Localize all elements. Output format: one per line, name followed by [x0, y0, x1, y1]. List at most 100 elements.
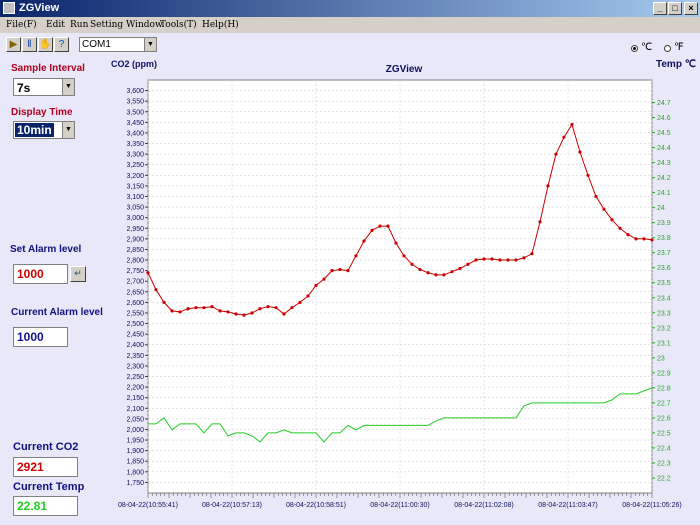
- menu-help[interactable]: Help(H): [202, 20, 239, 30]
- minimize-button[interactable]: _: [653, 2, 667, 15]
- sample-interval-select[interactable]: 7s ▼: [13, 78, 75, 96]
- co2-point: [226, 310, 230, 314]
- x-tick-label: 08-04-22(11:02:08): [454, 502, 513, 509]
- x-tick-label: 08-04-22(11:05:26): [622, 502, 681, 509]
- co2-point: [650, 238, 654, 242]
- menu-window[interactable]: Window: [126, 20, 163, 30]
- y-tick-label: 2,550: [126, 310, 144, 317]
- x-tick-label: 08-04-22(11:03:47): [538, 502, 597, 509]
- y-tick-label: 2,300: [126, 363, 144, 370]
- y-tick-label: 1,950: [126, 438, 144, 445]
- hand-icon[interactable]: ✋: [38, 37, 53, 52]
- menu-tools[interactable]: Tools(T): [160, 20, 197, 30]
- co2-point: [562, 135, 566, 139]
- co2-point: [514, 258, 518, 262]
- co2-point: [610, 218, 614, 222]
- y-tick-label: 2,850: [126, 247, 144, 254]
- y2-tick-label: 23.7: [657, 250, 671, 257]
- co2-point: [250, 311, 254, 315]
- y-tick-label: 2,450: [126, 332, 144, 339]
- main-area: ▶ ‖ ✋ ? COM1 ▼ Sample Interval 7s ▼ Disp…: [0, 33, 700, 525]
- co2-point: [498, 258, 502, 262]
- co2-point: [530, 252, 534, 256]
- sample-interval-value: 7s: [17, 81, 31, 95]
- y2-tick-label: 24.6: [657, 115, 671, 122]
- co2-point: [546, 184, 550, 188]
- current-co2-value: 2921: [13, 457, 78, 477]
- chevron-down-icon[interactable]: ▼: [62, 122, 74, 138]
- y-tick-label: 3,400: [126, 130, 144, 137]
- y2-tick-label: 22.8: [657, 385, 671, 392]
- co2-point: [210, 305, 214, 309]
- celsius-radio[interactable]: [631, 45, 638, 52]
- co2-point: [442, 273, 446, 277]
- co2-point: [434, 273, 438, 277]
- co2-point: [490, 257, 494, 261]
- co2-point: [554, 152, 558, 156]
- co2-point: [170, 309, 174, 313]
- menu-edit[interactable]: Edit: [46, 20, 65, 30]
- set-alarm-input[interactable]: 1000: [13, 264, 68, 284]
- co2-point: [354, 254, 358, 258]
- app-icon: [3, 2, 15, 14]
- y-tick-label: 3,250: [126, 162, 144, 169]
- apply-alarm-button[interactable]: ↵: [70, 266, 86, 282]
- menu-setting[interactable]: Setting: [90, 20, 124, 30]
- maximize-button[interactable]: □: [668, 2, 682, 15]
- co2-point: [426, 271, 430, 275]
- co2-point: [570, 122, 574, 127]
- co2-point: [362, 239, 366, 243]
- y-tick-label: 2,200: [126, 385, 144, 392]
- current-co2-label: Current CO2: [13, 441, 79, 453]
- co2-temp-chart: CO2 (ppm) ZGView Temp ℃ 1,750 1,800 1,850 1…: [111, 59, 696, 509]
- y2-tick-label: 22.9: [657, 370, 671, 377]
- y2-tick-label: 23.9: [657, 220, 671, 227]
- co2-point: [538, 220, 542, 224]
- run-icon[interactable]: ▶: [6, 37, 21, 52]
- y-tick-label: 1,900: [126, 448, 144, 455]
- y2-tick-label: 24.7: [657, 100, 671, 107]
- y2-tick-label: 24: [657, 205, 665, 212]
- x-tick-label: 08-04-22(10:55:41): [118, 502, 178, 509]
- title-bar[interactable]: ZGView _ □ ×: [0, 0, 700, 17]
- chevron-down-icon[interactable]: ▼: [144, 38, 156, 51]
- y-tick-label: 2,400: [126, 342, 144, 349]
- pause-icon[interactable]: ‖: [22, 37, 37, 52]
- co2-point: [482, 257, 486, 261]
- co2-point: [258, 307, 262, 311]
- co2-point: [282, 312, 286, 316]
- co2-point: [626, 233, 630, 237]
- y-tick-label: 3,100: [126, 194, 144, 201]
- menu-file[interactable]: File(F): [6, 20, 37, 30]
- close-button[interactable]: ×: [684, 2, 698, 15]
- co2-point: [474, 258, 478, 262]
- co2-point: [506, 258, 510, 262]
- y-tick-label: 2,650: [126, 289, 144, 296]
- y-tick-label: 2,750: [126, 268, 144, 275]
- co2-point: [242, 313, 246, 317]
- co2-point: [594, 194, 598, 199]
- co2-point: [346, 269, 350, 273]
- y2-tick-label: 24.3: [657, 160, 671, 167]
- window-title: ZGView: [19, 2, 60, 14]
- chevron-down-icon[interactable]: ▼: [62, 79, 74, 95]
- y-tick-label: 1,750: [126, 480, 144, 487]
- co2-point: [338, 267, 342, 272]
- y-tick-label: 2,050: [126, 416, 144, 423]
- co2-point: [450, 270, 454, 274]
- co2-point: [378, 224, 382, 228]
- set-alarm-label: Set Alarm level: [10, 244, 82, 255]
- co2-point: [186, 307, 190, 311]
- y-tick-label: 2,800: [126, 258, 144, 265]
- co2-point: [458, 266, 462, 271]
- display-time-select[interactable]: 10min ▼: [13, 121, 75, 139]
- y-tick-label: 2,350: [126, 353, 144, 360]
- fahrenheit-radio[interactable]: [664, 45, 671, 52]
- help-icon[interactable]: ?: [54, 37, 69, 52]
- port-select[interactable]: COM1 ▼: [79, 37, 157, 52]
- menu-run[interactable]: Run: [70, 20, 89, 30]
- y2-tick-label: 22.2: [657, 475, 671, 482]
- co2-point: [306, 294, 310, 298]
- co2-point: [634, 237, 638, 241]
